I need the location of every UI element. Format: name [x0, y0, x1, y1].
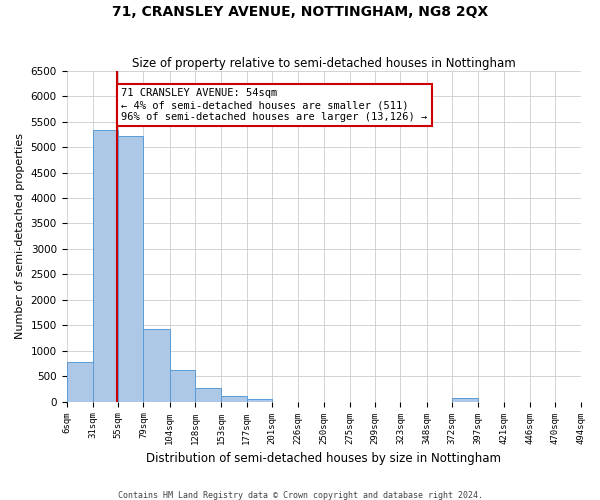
- Bar: [143, 330, 170, 402]
- X-axis label: Distribution of semi-detached houses by size in Nottingham: Distribution of semi-detached houses by …: [146, 452, 501, 465]
- Bar: [67, 362, 93, 402]
- Bar: [221, 396, 247, 402]
- Bar: [93, 130, 118, 402]
- Text: 71 CRANSLEY AVENUE: 54sqm
← 4% of semi-detached houses are smaller (511)
96% of : 71 CRANSLEY AVENUE: 54sqm ← 4% of semi-d…: [121, 88, 428, 122]
- Title: Size of property relative to semi-detached houses in Nottingham: Size of property relative to semi-detach…: [131, 56, 515, 70]
- Text: Contains HM Land Registry data © Crown copyright and database right 2024.: Contains HM Land Registry data © Crown c…: [118, 490, 482, 500]
- Bar: [170, 370, 195, 402]
- Bar: [195, 388, 221, 402]
- Y-axis label: Number of semi-detached properties: Number of semi-detached properties: [15, 133, 25, 339]
- Bar: [247, 399, 272, 402]
- Text: 71, CRANSLEY AVENUE, NOTTINGHAM, NG8 2QX: 71, CRANSLEY AVENUE, NOTTINGHAM, NG8 2QX: [112, 5, 488, 19]
- Bar: [452, 398, 478, 402]
- Bar: [118, 136, 143, 402]
